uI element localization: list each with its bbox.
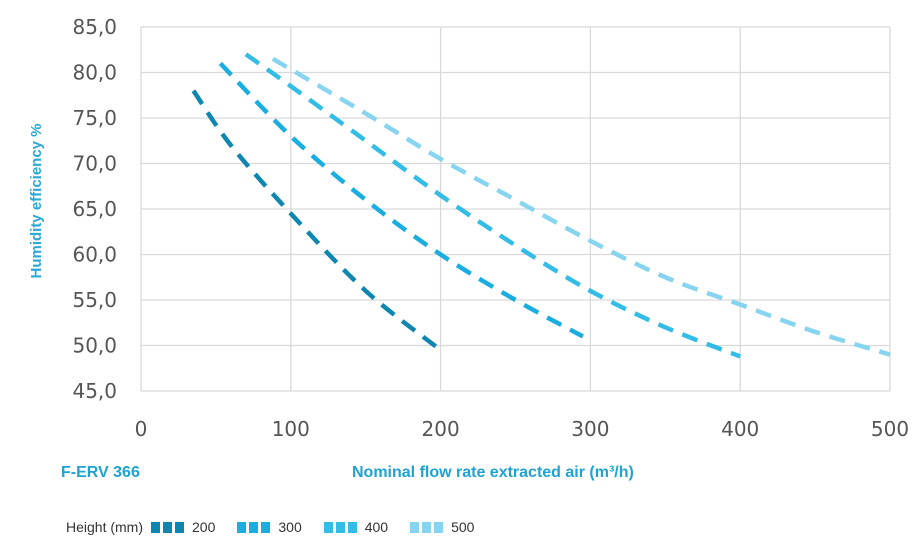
- series-line-500: [271, 56, 891, 357]
- y-tick-label: 75,0: [72, 106, 117, 130]
- legend-item-300: 300: [237, 519, 302, 535]
- legend-title: Height (mm): [66, 519, 144, 535]
- model-name: F-ERV 366: [61, 464, 140, 481]
- x-tick-label: 500: [871, 417, 909, 441]
- y-axis-ticks: 45,0 50,0 55,0 60,0 65,0 70,0 75,0 80,0 85,0: [72, 15, 117, 403]
- y-tick-label: 80,0: [72, 61, 117, 85]
- humidity-efficiency-chart: 45,0 50,0 55,0 60,0 65,0 70,0 75,0 80,0 85,0 0 10…: [28, 15, 909, 441]
- series-line-200: [191, 89, 442, 352]
- legend-items: 200 300 400 500: [151, 519, 496, 535]
- chart-grid: [140, 26, 891, 392]
- y-axis-label: Humidity efficiency %: [28, 123, 45, 278]
- legend-swatch: [323, 521, 360, 533]
- x-tick-label: 400: [721, 417, 759, 441]
- x-tick-label: 0: [135, 417, 148, 441]
- series-line-300: [218, 61, 584, 339]
- x-tick-label: 100: [272, 417, 310, 441]
- x-axis-ticks: 0 100 200 300 400 500: [135, 417, 909, 441]
- y-tick-label: 65,0: [72, 197, 117, 221]
- legend-label: 400: [364, 519, 389, 535]
- legend-swatch: [410, 521, 446, 533]
- x-tick-label: 200: [422, 417, 460, 441]
- x-tick-label: 300: [571, 417, 609, 441]
- y-tick-label: 45,0: [72, 379, 117, 403]
- x-axis-label: Nominal flow rate extracted air (m³/h): [352, 464, 634, 481]
- y-tick-label: 55,0: [72, 288, 117, 312]
- legend-swatch: [237, 521, 273, 533]
- legend-item-400: 400: [323, 519, 389, 535]
- y-tick-label: 50,0: [72, 334, 117, 358]
- chart-series: [191, 52, 891, 359]
- series-line-400: [244, 52, 742, 359]
- legend-item-500: 500: [410, 519, 474, 535]
- legend-label: 200: [192, 519, 216, 535]
- legend-swatch: [151, 521, 187, 533]
- y-tick-label: 60,0: [72, 243, 117, 267]
- legend-item-200: 200: [151, 519, 215, 535]
- y-tick-label: 70,0: [72, 152, 117, 176]
- y-tick-label: 85,0: [72, 15, 117, 39]
- legend: Height (mm) 200 300 400 500: [66, 519, 496, 535]
- legend-label: 300: [278, 519, 302, 535]
- legend-label: 500: [451, 519, 475, 535]
